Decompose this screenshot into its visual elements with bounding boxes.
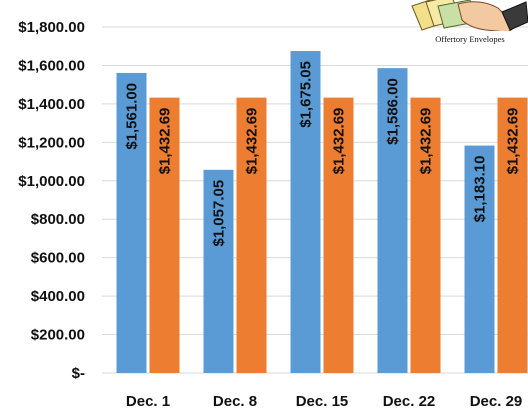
bar-series-1-1	[116, 72, 147, 374]
data-label-series-2-5: $1,432.69	[505, 108, 522, 175]
bar-series-1-5	[464, 145, 495, 373]
y-tick-label: $1,000.00	[18, 173, 85, 190]
category-label: Dec. 8	[213, 393, 257, 410]
bar-series-2-2	[236, 97, 267, 374]
data-label-series-2-2: $1,432.69	[244, 108, 261, 175]
bars-layer	[116, 51, 528, 374]
y-tick-label: $600.00	[31, 250, 85, 267]
data-label-series-1-4: $1,586.00	[385, 78, 402, 145]
bar-series-1-2	[203, 169, 234, 373]
bar-series-2-5	[497, 97, 528, 374]
y-tick-label: $1,600.00	[18, 57, 85, 74]
category-label: Dec. 1	[126, 393, 170, 410]
bar-series-2-3	[323, 97, 354, 374]
bar-series-2-4	[410, 97, 441, 374]
y-tick-label: $200.00	[31, 327, 85, 344]
y-tick-label: $400.00	[31, 288, 85, 305]
data-label-series-1-3: $1,675.05	[298, 61, 315, 128]
category-label: Dec. 22	[383, 393, 436, 410]
bar-series-1-4	[377, 68, 408, 373]
y-tick-label: $800.00	[31, 211, 85, 228]
data-label-series-1-5: $1,183.10	[472, 156, 489, 223]
data-label-series-2-4: $1,432.69	[418, 108, 435, 175]
offertory-envelopes-hand-icon: Offertory Envelopes	[411, 0, 528, 46]
data-label-series-2-1: $1,432.69	[157, 108, 174, 175]
category-label: Dec. 15	[296, 393, 349, 410]
data-label-series-2-3: $1,432.69	[331, 108, 348, 175]
category-label: Dec. 29	[470, 393, 523, 410]
y-tick-labels: $- $200.00 $400.00 $600.00 $800.00 $1,000.00 $…	[18, 19, 85, 382]
y-tick-label: $1,800.00	[18, 19, 85, 36]
bar-series-1-3	[290, 51, 321, 374]
y-tick-label: $1,200.00	[18, 134, 85, 151]
offertory-envelopes-caption: Offertory Envelopes	[435, 34, 504, 44]
labels-layer: $1,561.00 $1,432.69 $1,057.05 $1,432.69 $1,6…	[124, 61, 522, 247]
x-category-labels: Dec. 1 Dec. 8 Dec. 15 Dec. 22 Dec. 29	[126, 393, 522, 410]
data-label-series-1-1: $1,561.00	[124, 83, 141, 150]
y-tick-label: $-	[72, 365, 85, 382]
bar-series-2-1	[149, 97, 180, 374]
y-tick-label: $1,400.00	[18, 96, 85, 113]
data-label-series-1-2: $1,057.05	[211, 180, 228, 247]
